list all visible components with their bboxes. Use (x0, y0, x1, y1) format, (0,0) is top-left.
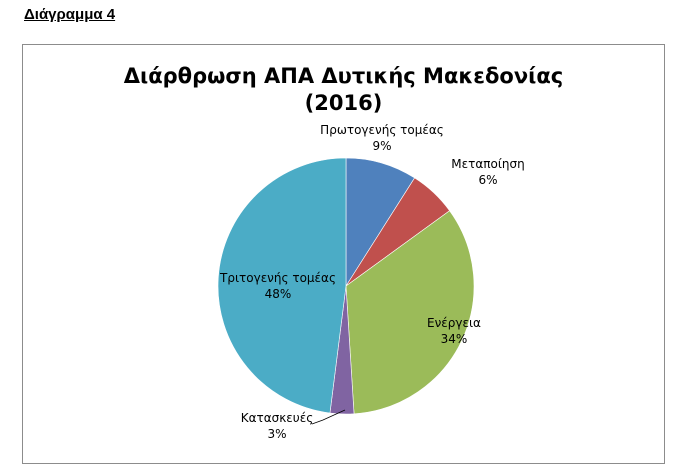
slice-label-name: Κατασκευές (241, 411, 314, 425)
slice-label-value: 6% (478, 173, 497, 187)
chart-area: Διάρθρωση ΑΠΑ Δυτικής Μακεδονίας (2016) … (22, 44, 665, 464)
slice-label-name: Πρωτογενής τομέας (320, 123, 444, 137)
pie-chart: Πρωτογενής τομέας 9% Μεταποίηση 6% Ενέργεια 3… (217, 123, 525, 441)
slice-label-name: Ενέργεια (427, 316, 481, 330)
slice-label-value: 48% (265, 287, 292, 301)
slice-label-construction: Κατασκευές 3% (241, 411, 314, 441)
chart-title: Διάρθρωση ΑΠΑ Δυτικής Μακεδονίας (2016) (23, 63, 664, 117)
slice-label-energy: Ενέργεια 34% (427, 316, 481, 346)
slice-label-name: Μεταποίηση (451, 157, 524, 171)
figure-heading: Διάγραμμα 4 (24, 6, 116, 23)
slice-label-name: Τριτογενής τομέας (219, 271, 336, 285)
slice-label-value: 34% (441, 332, 468, 346)
slice-label-manufacturing: Μεταποίηση 6% (451, 157, 524, 187)
slice-label-value: 9% (372, 139, 391, 153)
pie-slice-tertiary-sector (217, 157, 347, 414)
leader-line-construction (311, 409, 346, 425)
slice-label-tertiary-sector: Τριτογενής τομέας 48% (219, 271, 336, 301)
chart-title-line-1: Διάρθρωση ΑΠΑ Δυτικής Μακεδονίας (123, 64, 564, 88)
chart-title-line-2: (2016) (304, 91, 383, 115)
slice-label-primary-sector: Πρωτογενής τομέας 9% (320, 123, 444, 153)
slice-label-value: 3% (267, 427, 286, 441)
pie-slice-energy (345, 210, 475, 415)
